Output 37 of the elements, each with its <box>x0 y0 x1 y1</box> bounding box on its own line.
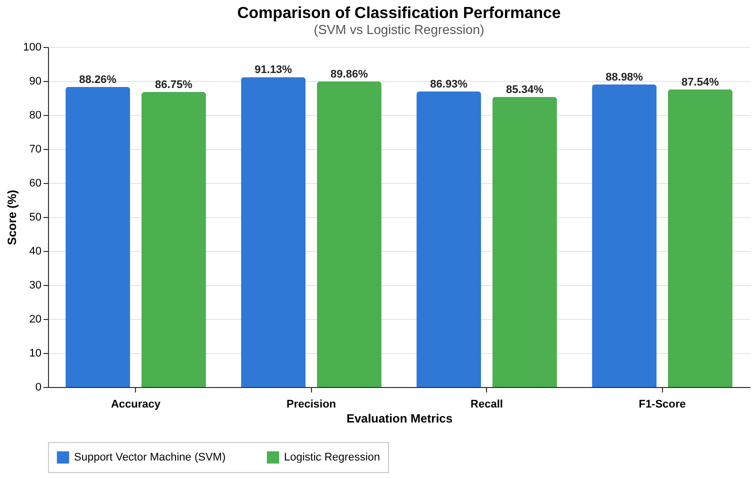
y-tick-label: 30 <box>29 280 42 292</box>
x-tick-label: Precision <box>286 398 336 410</box>
x-axis-title: Evaluation Metrics <box>346 412 453 426</box>
bar <box>416 91 482 387</box>
data-label: 88.98% <box>606 71 644 84</box>
chart-subtitle: (SVM vs Logistic Regression) <box>314 22 484 37</box>
y-tick-label: 100 <box>23 42 42 54</box>
chart-title: Comparison of Classification Performance <box>237 5 561 22</box>
x-tick-label: Accuracy <box>110 398 162 410</box>
bar <box>141 92 206 387</box>
y-tick-label: 80 <box>29 110 42 122</box>
legend-label: Support Vector Machine (SVM) <box>74 451 226 464</box>
x-tick-label: Recall <box>470 398 503 410</box>
y-axis-title: Score (%) <box>5 190 20 246</box>
y-tick-label: 70 <box>29 144 42 156</box>
data-label: 85.34% <box>506 84 544 96</box>
y-tick-label: 40 <box>29 246 42 258</box>
y-tick-label: 50 <box>29 212 42 224</box>
y-tick-label: 0 <box>35 382 42 394</box>
data-label: 87.54% <box>682 76 720 88</box>
y-tick-label: 20 <box>29 314 42 326</box>
x-tick-label: F1-Score <box>638 398 686 410</box>
data-label: 86.93% <box>430 78 468 90</box>
bar <box>66 86 130 387</box>
bar <box>316 81 382 387</box>
bar <box>668 89 732 387</box>
data-label: 86.75% <box>155 79 193 92</box>
legend-label: Logistic Regression <box>284 451 380 464</box>
bar <box>592 84 657 387</box>
y-tick-label: 60 <box>29 178 42 190</box>
data-label: 88.26% <box>79 74 117 86</box>
data-label: 89.86% <box>330 68 368 80</box>
data-label: 91.13% <box>254 64 292 76</box>
y-tick-label: 90 <box>29 76 42 88</box>
bar <box>241 77 306 387</box>
y-tick-label: 10 <box>29 348 42 360</box>
bar <box>492 96 557 387</box>
